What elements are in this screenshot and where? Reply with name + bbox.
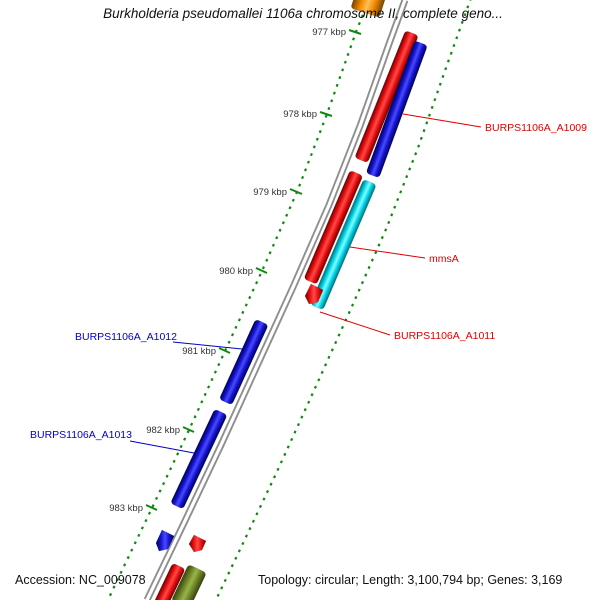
tick-label-980: 980 kbp: [219, 266, 253, 277]
gene-label-BURPS1106A_A1013[interactable]: BURPS1106A_A1013: [30, 429, 132, 441]
feature-small-red-983[interactable]: [188, 534, 207, 553]
feature-small-blue-983[interactable]: [155, 529, 175, 552]
tick-labels: 977 kbp 978 kbp 979 kbp 980 kbp 981 kbp …: [109, 27, 346, 514]
tick-983: [145, 504, 158, 511]
tick-marks: [145, 29, 362, 511]
ruler-dotted-outer: [107, 0, 370, 600]
tick-label-981: 981 kbp: [182, 346, 216, 357]
gene-label-mmsA[interactable]: mmsA: [429, 253, 459, 265]
feature-blue-BURPS1106A_A1013[interactable]: [170, 409, 227, 509]
feature-blue-BURPS1106A_A1012[interactable]: [219, 319, 268, 405]
tick-label-983: 983 kbp: [109, 503, 143, 514]
status-topology-info: Topology: circular; Length: 3,100,794 bp…: [258, 573, 562, 587]
leader-line-a1012: [172, 341, 243, 350]
tick-981: [218, 347, 231, 354]
status-accession: Accession: NC_009078: [15, 573, 146, 587]
feature-olive-partial-bottom[interactable]: [171, 564, 206, 600]
gene-label-BURPS1106A_A1011[interactable]: BURPS1106A_A1011: [394, 330, 495, 342]
tick-977: [348, 29, 362, 35]
feature-cyan-mmsA[interactable]: [310, 179, 376, 310]
backbone-line[interactable]: [143, 0, 409, 600]
map-title: Burkholderia pseudomallei 1106a chromoso…: [103, 6, 503, 21]
gene-label-BURPS1106A_A1012[interactable]: BURPS1106A_A1012: [75, 331, 177, 343]
feature-red-979-980[interactable]: [304, 170, 363, 284]
tick-980: [255, 267, 268, 274]
feature-orange-partial-top[interactable]: [351, 0, 388, 17]
ruler-dotted-inner: [214, 0, 472, 600]
tick-978: [319, 111, 333, 117]
tick-label-978: 978 kbp: [283, 109, 317, 120]
tick-979: [289, 188, 303, 195]
tick-label-977: 977 kbp: [312, 27, 346, 38]
tick-label-979: 979 kbp: [253, 187, 287, 198]
leader-line-mmsa: [349, 246, 426, 259]
feature-red-arrow-BURPS1106A_A1011[interactable]: [304, 283, 324, 305]
gene-label-BURPS1106A_A1009[interactable]: BURPS1106A_A1009: [485, 122, 587, 134]
feature-red-partial-bottom[interactable]: [153, 563, 185, 600]
feature-blue-BURPS1106A_A1009[interactable]: [366, 41, 428, 178]
leader-line-a1011: [319, 311, 391, 336]
leader-line-a1013: [129, 440, 195, 454]
tick-982: [182, 426, 195, 433]
backbone-line-center-gap: [145, 0, 407, 600]
tick-label-982: 982 kbp: [146, 425, 180, 436]
leader-line-a1009: [402, 113, 482, 128]
